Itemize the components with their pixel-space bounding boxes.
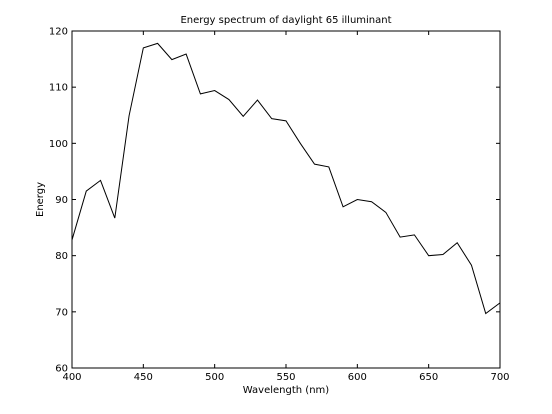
y-tick-label: 110 — [49, 83, 68, 94]
y-axis-title: Energy — [35, 182, 46, 217]
ticks-group: 400 450 500 550 600 650 700 60 70 80 90 100 110 120 — [49, 27, 510, 384]
data-point — [457, 242, 458, 243]
data-point — [343, 206, 344, 207]
y-tick-label: 70 — [55, 307, 68, 318]
data-point — [257, 100, 258, 101]
y-tick-label: 90 — [55, 195, 68, 206]
data-point — [186, 54, 187, 55]
data-point — [385, 212, 386, 213]
x-tick-label: 400 — [62, 372, 81, 383]
series-line — [71, 42, 501, 315]
data-point — [129, 115, 130, 116]
chart-title: Energy spectrum of daylight 65 illuminan… — [180, 15, 391, 26]
y-tick-label: 100 — [49, 139, 68, 150]
data-point — [228, 99, 229, 100]
data-point — [271, 118, 272, 119]
data-point — [171, 59, 172, 60]
x-tick-label: 650 — [419, 372, 438, 383]
data-point — [72, 239, 73, 240]
data-point — [100, 180, 101, 181]
x-tick-label: 600 — [348, 372, 367, 383]
data-point — [114, 218, 115, 219]
data-point — [214, 90, 215, 91]
data-point — [357, 199, 358, 200]
data-point — [400, 237, 401, 238]
data-point — [500, 302, 501, 303]
x-axis-title: Wavelength (nm) — [243, 385, 329, 396]
data-point — [314, 164, 315, 165]
data-point — [86, 191, 87, 192]
data-point — [200, 93, 201, 94]
data-point — [485, 313, 486, 314]
x-tick-label: 550 — [276, 372, 295, 383]
data-point — [442, 254, 443, 255]
y-tick-label: 80 — [55, 251, 68, 262]
data-point — [471, 265, 472, 266]
data-point — [371, 201, 372, 202]
x-tick-label: 500 — [205, 372, 224, 383]
y-tick-label: 120 — [49, 27, 68, 38]
data-point — [328, 166, 329, 167]
data-point — [428, 255, 429, 256]
x-tick-label: 450 — [134, 372, 153, 383]
data-point — [243, 116, 244, 117]
data-point — [414, 234, 415, 235]
data-point — [143, 47, 144, 48]
data-point — [157, 43, 158, 44]
data-point — [286, 120, 287, 121]
series-group — [71, 42, 501, 315]
plot-area — [71, 30, 501, 369]
y-tick-label: 60 — [55, 364, 68, 375]
x-tick-label: 700 — [490, 372, 509, 383]
data-point — [300, 143, 301, 144]
